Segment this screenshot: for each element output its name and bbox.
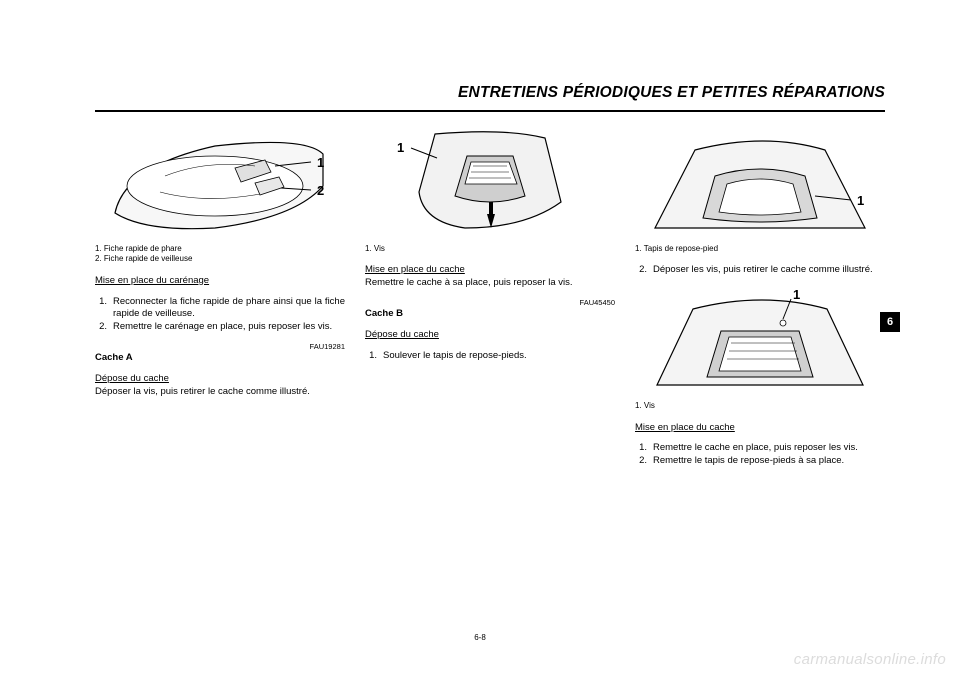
page-title: ENTRETIENS PÉRIODIQUES ET PETITES RÉPARA… <box>458 84 885 102</box>
cache-a-heading: Cache A <box>95 352 345 365</box>
fig1-label-2: 2 <box>317 183 324 198</box>
section-tab-label: 6 <box>887 316 893 328</box>
sec-a-item-2: Remettre le carénage en place, puis repo… <box>113 321 345 334</box>
content-columns: 1 2 1. Fiche rapide de phare 2. Fiche ra… <box>95 128 885 476</box>
sec-f: Mise en place du cache <box>635 422 885 435</box>
sec-d-item-1: Soulever le tapis de repose-pieds. <box>383 350 615 363</box>
sec-b-text: Déposer la vis, puis retirer le cache co… <box>95 386 310 397</box>
sec-d-list: 1.Soulever le tapis de repose-pieds. <box>365 350 615 363</box>
sec-b-head: Dépose du cache <box>95 373 169 384</box>
sec-f-item-2: Remettre le tapis de repose-pieds à sa p… <box>653 455 885 468</box>
fig3-cap: 1. Tapis de repose-pied <box>635 244 885 254</box>
fig1-cap-2: 2. Fiche rapide de veilleuse <box>95 254 345 264</box>
column-2: 1 1. Vis Mise en place du cache Remettre… <box>365 128 615 476</box>
figure-3: 1 <box>635 128 885 240</box>
sec-f-list: 1.Remettre le cache en place, puis repos… <box>635 442 885 468</box>
figure-4: 1 <box>635 285 885 397</box>
page-number: 6-8 <box>474 633 486 642</box>
sec-d-head: Dépose du cache <box>365 329 439 340</box>
fig4-label-1: 1 <box>793 287 800 302</box>
sec-c: Mise en place du cache Remettre le cache… <box>365 264 615 290</box>
cache-b-heading: Cache B <box>365 308 615 321</box>
sec-f-head: Mise en place du cache <box>635 422 735 433</box>
sec-f-item-1: Remettre le cache en place, puis reposer… <box>653 442 885 455</box>
figure-2: 1 <box>365 128 615 240</box>
ref-b: FAU45450 <box>365 298 615 308</box>
fig4-cap: 1. Vis <box>635 401 885 411</box>
fig2-cap: 1. Vis <box>365 244 615 254</box>
sec-a-head: Mise en place du carénage <box>95 275 209 286</box>
figure-3-caption: 1. Tapis de repose-pied <box>635 244 885 254</box>
column-1: 1 2 1. Fiche rapide de phare 2. Fiche ra… <box>95 128 345 476</box>
fig2-label-1: 1 <box>397 140 404 155</box>
sec-b: Dépose du cache Déposer la vis, puis ret… <box>95 373 345 399</box>
ref-a: FAU19281 <box>95 342 345 352</box>
sec-e-list: 2.Déposer les vis, puis retirer le cache… <box>635 264 885 277</box>
column-3: 1 1. Tapis de repose-pied 2.Déposer les … <box>635 128 885 476</box>
fig3-label-1: 1 <box>857 193 864 208</box>
figure-1-caption: 1. Fiche rapide de phare 2. Fiche rapide… <box>95 244 345 265</box>
figure-2-caption: 1. Vis <box>365 244 615 254</box>
figure-4-caption: 1. Vis <box>635 401 885 411</box>
sec-e-item-1: Déposer les vis, puis retirer le cache c… <box>653 264 885 277</box>
header-rule <box>95 110 885 112</box>
section-tab: 6 <box>880 312 900 332</box>
sec-a-item-1: Reconnecter la fiche rapide de phare ain… <box>113 296 345 322</box>
figure-1: 1 2 <box>95 128 345 240</box>
sec-d: Dépose du cache <box>365 329 615 342</box>
sec-c-head: Mise en place du cache <box>365 264 465 275</box>
fig1-cap-1: 1. Fiche rapide de phare <box>95 244 345 254</box>
sec-c-text: Remettre le cache à sa place, puis repos… <box>365 277 573 288</box>
sec-a: Mise en place du carénage <box>95 275 345 288</box>
sec-a-list: 1.Reconnecter la fiche rapide de phare a… <box>95 296 345 334</box>
watermark: carmanualsonline.info <box>794 651 946 668</box>
fig1-label-1: 1 <box>317 155 324 170</box>
page: ENTRETIENS PÉRIODIQUES ET PETITES RÉPARA… <box>0 0 960 678</box>
